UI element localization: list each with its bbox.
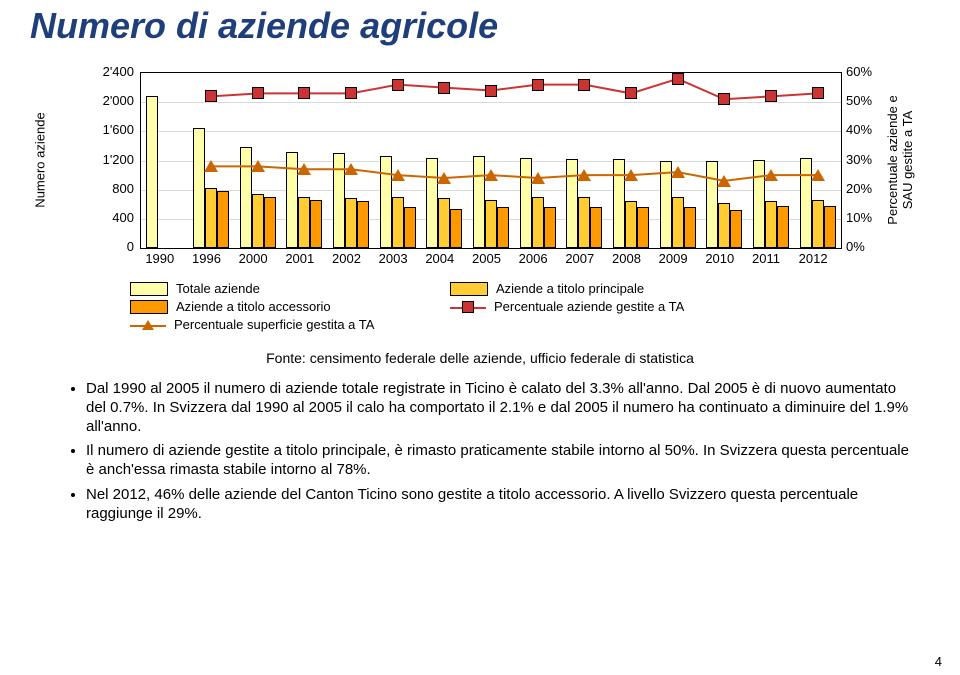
triangle-marker	[577, 169, 591, 181]
triangle-marker	[204, 160, 218, 172]
x-tick: 2007	[565, 251, 594, 266]
y-tick-right: 10%	[846, 210, 872, 225]
square-marker	[812, 87, 824, 99]
x-tick: 2005	[472, 251, 501, 266]
legend-swatch	[130, 319, 166, 331]
legend-swatch	[130, 282, 168, 296]
legend-label: Aziende a titolo principale	[496, 281, 644, 296]
x-tick: 2009	[659, 251, 688, 266]
x-tick: 2006	[519, 251, 548, 266]
triangle-marker	[391, 169, 405, 181]
legend-label: Percentuale superficie gestita a TA	[174, 317, 374, 332]
y-tick-left: 2'000	[103, 93, 134, 108]
legend-swatch	[130, 300, 168, 314]
chart-source: Fonte: censimento federale delle aziende…	[120, 350, 840, 366]
x-tick: 2000	[239, 251, 268, 266]
legend-label: Aziende a titolo accessorio	[176, 299, 331, 314]
page-title: Numero di aziende agricole	[30, 5, 498, 47]
bullet-item: Nel 2012, 46% delle aziende del Canton T…	[86, 486, 910, 524]
square-marker	[438, 82, 450, 94]
bullet-item: Il numero di aziende gestite a titolo pr…	[86, 442, 910, 480]
triangle-marker	[624, 169, 638, 181]
y-tick-right: 40%	[846, 122, 872, 137]
legend-item: Totale aziende	[130, 280, 260, 300]
y-tick-right: 20%	[846, 181, 872, 196]
page-number: 4	[935, 654, 942, 669]
bullet-list: Dal 1990 al 2005 il numero di aziende to…	[60, 380, 910, 529]
line-series-layer	[141, 73, 841, 248]
square-marker	[205, 90, 217, 102]
triangle-marker	[437, 172, 451, 184]
plot-area	[140, 72, 842, 249]
triangle-marker	[764, 169, 778, 181]
legend-item: Aziende a titolo principale	[450, 280, 644, 300]
triangle-marker	[717, 175, 731, 187]
y-axis-left-label: Numero aziende	[33, 112, 48, 207]
triangle-marker	[251, 160, 265, 172]
triangle-marker	[484, 169, 498, 181]
legend-label: Percentuale aziende gestite a TA	[494, 299, 684, 314]
y-axis-right-label: Percentuale aziende e SAU gestite a TA	[885, 95, 915, 224]
x-tick: 1990	[145, 251, 174, 266]
x-tick: 2004	[425, 251, 454, 266]
square-marker	[625, 87, 637, 99]
legend-item: Percentuale aziende gestite a TA	[450, 298, 684, 318]
square-marker	[718, 93, 730, 105]
square-marker	[392, 79, 404, 91]
legend-swatch	[450, 282, 488, 296]
y-tick-left: 400	[112, 210, 134, 225]
legend-swatch	[450, 301, 486, 313]
legend-item: Aziende a titolo accessorio	[130, 298, 331, 318]
legend-label: Totale aziende	[176, 281, 260, 296]
y-tick-right: 50%	[846, 93, 872, 108]
triangle-marker	[531, 172, 545, 184]
x-tick: 2011	[752, 251, 780, 266]
chart: Numero aziende Percentuale aziende e SAU…	[80, 62, 900, 272]
x-tick: 2010	[705, 251, 734, 266]
x-tick: 2008	[612, 251, 641, 266]
x-tick: 2012	[799, 251, 828, 266]
square-marker	[532, 79, 544, 91]
y-tick-left: 1'200	[103, 152, 134, 167]
triangle-marker	[811, 169, 825, 181]
square-marker	[252, 87, 264, 99]
y-tick-left: 1'600	[103, 122, 134, 137]
square-marker	[298, 87, 310, 99]
square-marker	[765, 90, 777, 102]
x-tick: 2003	[379, 251, 408, 266]
y-tick-right: 30%	[846, 152, 872, 167]
triangle-marker	[671, 166, 685, 178]
y-tick-left: 0	[127, 239, 134, 254]
y-tick-left: 2'400	[103, 64, 134, 79]
x-tick: 2002	[332, 251, 361, 266]
y-tick-right: 60%	[846, 64, 872, 79]
square-marker	[345, 87, 357, 99]
bullet-item: Dal 1990 al 2005 il numero di aziende to…	[86, 380, 910, 436]
y-tick-left: 800	[112, 181, 134, 196]
legend-item: Percentuale superficie gestita a TA	[130, 316, 374, 336]
square-marker	[485, 85, 497, 97]
square-marker	[672, 73, 684, 85]
x-tick: 2001	[285, 251, 314, 266]
square-marker	[578, 79, 590, 91]
triangle-marker	[344, 163, 358, 175]
slide: Numero di aziende agricole Numero aziend…	[0, 0, 960, 675]
x-tick: 1996	[192, 251, 221, 266]
y-tick-right: 0%	[846, 239, 865, 254]
triangle-marker	[297, 163, 311, 175]
